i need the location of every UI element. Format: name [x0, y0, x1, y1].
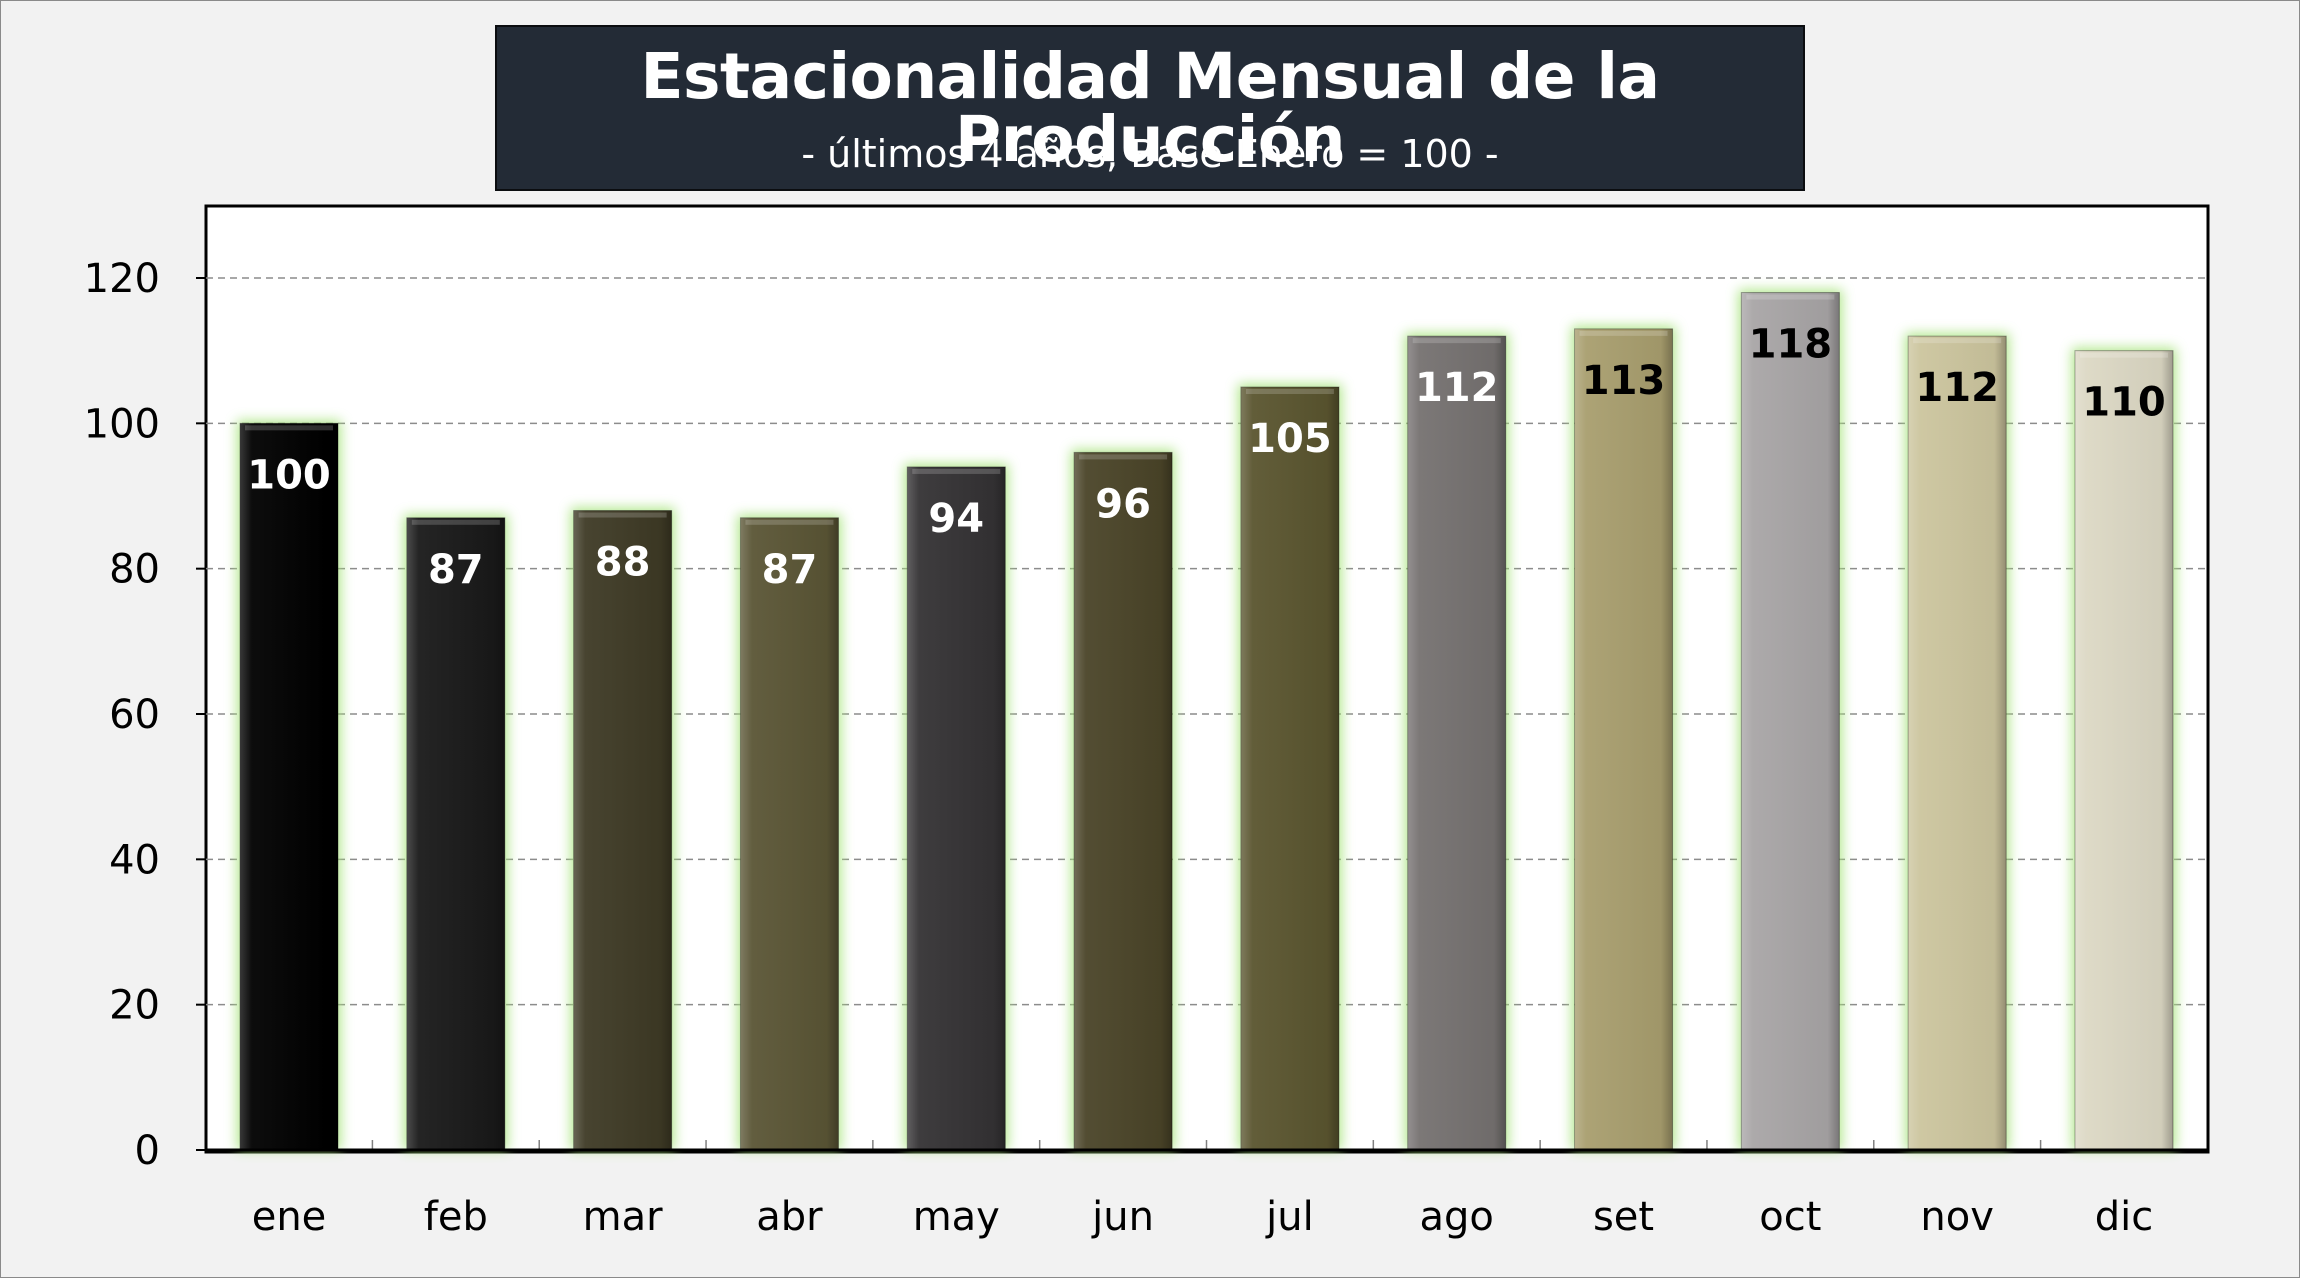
x-tick-label: mar [583, 1194, 663, 1240]
bar-top-highlight [1412, 338, 1501, 344]
y-tick-label: 80 [109, 547, 160, 593]
x-tick-label: dic [2095, 1194, 2154, 1240]
plot-area [204, 204, 2210, 1154]
data-label: 96 [1095, 481, 1151, 527]
y-tick-label: 100 [84, 401, 160, 447]
data-label: 87 [762, 547, 818, 593]
bar-bevel [573, 510, 672, 1150]
x-tick-label: abr [756, 1194, 823, 1240]
data-label: 110 [2082, 380, 2166, 426]
data-labels: 100 87 88 87 94 96 105 112 113 118 112 110 [247, 322, 2166, 593]
data-label: 94 [928, 496, 984, 542]
y-axis: 0 20 40 60 80 100 120 [84, 256, 206, 1174]
data-label: 113 [1582, 358, 1666, 404]
bar-top-highlight [245, 425, 333, 431]
x-tick-label: oct [1759, 1194, 1821, 1240]
x-tick-label: set [1593, 1194, 1654, 1240]
x-tick-label: ago [1420, 1194, 1494, 1240]
bar-top-highlight [1913, 338, 2002, 344]
bar-bevel [740, 517, 839, 1150]
data-label: 118 [1749, 322, 1833, 368]
x-tick-label: jul [1265, 1194, 1314, 1240]
x-tick-label: may [913, 1194, 1000, 1240]
y-tick-label: 40 [109, 837, 160, 883]
y-tick-label: 120 [84, 256, 160, 302]
bar-bevel [1574, 328, 1673, 1150]
y-tick-label: 60 [109, 692, 160, 738]
bar-top-highlight [411, 519, 500, 525]
x-tick-label: ene [252, 1194, 327, 1240]
bar-bevel [1908, 336, 2007, 1151]
bar-top-highlight [912, 468, 1001, 474]
y-tick-label: 20 [109, 983, 160, 1029]
bar-bevel [1240, 387, 1339, 1150]
bar-top-highlight [1579, 330, 1668, 336]
x-tick-label: feb [424, 1194, 488, 1240]
x-axis: ene feb mar abr may jun jul ago set oct nov dic [206, 1140, 2208, 1240]
data-label: 105 [1248, 416, 1332, 462]
bar-top-highlight [578, 512, 667, 518]
x-tick-label: jun [1091, 1194, 1154, 1240]
bar-bevel [1741, 292, 1840, 1150]
data-label: 112 [1415, 365, 1499, 411]
chart-title: Estacionalidad Mensual de la Producción [640, 40, 1660, 176]
bar-top-highlight [745, 519, 834, 525]
data-label: 100 [247, 452, 331, 498]
bar-bevel [2075, 350, 2173, 1151]
gridlines [206, 277, 2208, 1006]
y-tick-label: 0 [135, 1128, 160, 1174]
bar-top-highlight [1746, 294, 1835, 300]
data-label: 88 [595, 540, 651, 586]
x-tick-label: nov [1920, 1194, 1994, 1240]
bar-bevel [1407, 336, 1506, 1151]
data-label: 112 [1915, 365, 1999, 411]
data-label: 87 [428, 547, 484, 593]
bar-top-highlight [1245, 389, 1334, 394]
bar-bevel [1074, 452, 1173, 1150]
bar-bevel [907, 466, 1006, 1150]
bar-top-highlight [2080, 352, 2168, 358]
bar-bevel [240, 423, 338, 1150]
bar-top-highlight [1079, 454, 1168, 460]
chart-subtitle: - últimos 4 años, Base Enero = 100 - [801, 132, 1499, 176]
bar-bevel [406, 517, 505, 1150]
bars [237, 289, 2176, 1151]
title-box: Estacionalidad Mensual de la Producción … [495, 25, 1805, 191]
